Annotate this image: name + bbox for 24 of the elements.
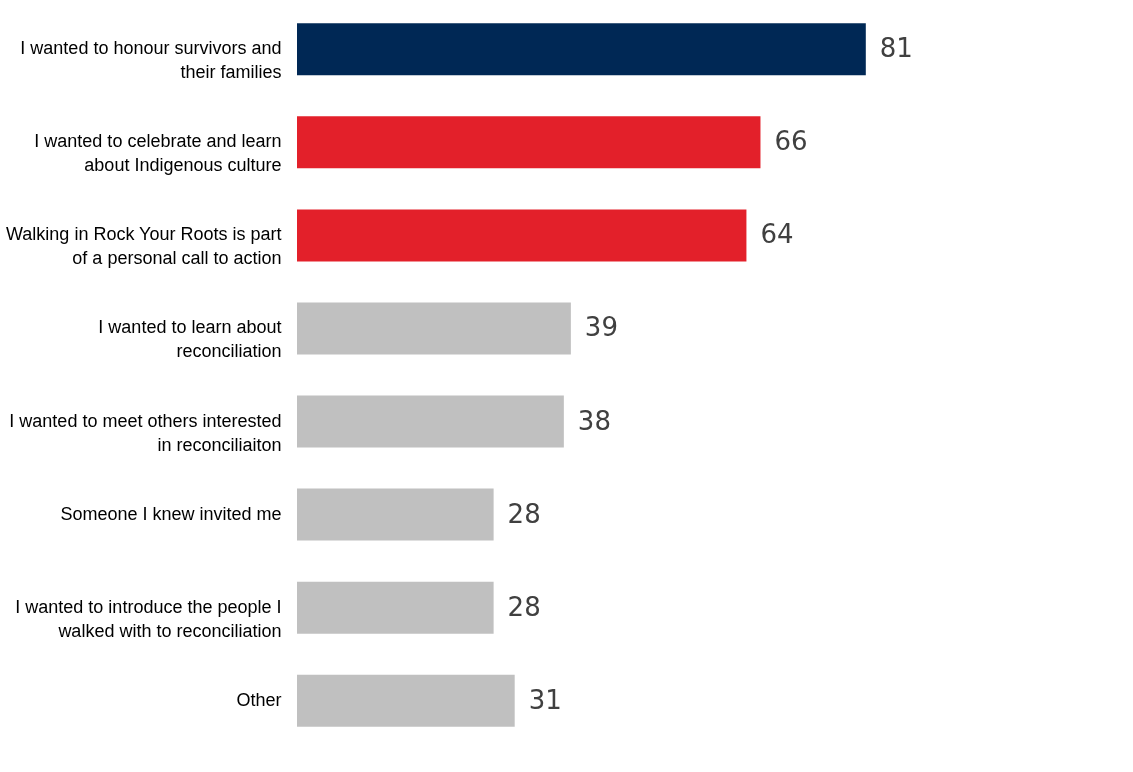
data-label: 64 <box>760 219 794 250</box>
y-tick-label: Someone I knew invited me <box>60 503 282 524</box>
bar <box>297 674 515 727</box>
y-tick-label: I wanted to introduce the people I walked with to reconciliation <box>15 596 282 641</box>
bar <box>297 209 747 262</box>
bar <box>297 302 571 355</box>
data-label: 38 <box>577 405 611 436</box>
data-label: 28 <box>507 498 541 529</box>
bar <box>297 23 866 76</box>
y-tick-label: Other <box>236 689 282 710</box>
y-tick-label: I wanted to learn about reconciliation <box>98 317 282 362</box>
bar <box>297 488 494 541</box>
y-tick-label: I wanted to celebrate and learn about Indigenous culture <box>34 131 282 176</box>
y-tick-label: I wanted to honour survivors and their families <box>20 38 282 83</box>
data-label: 28 <box>507 591 541 622</box>
y-tick-label: I wanted to meet others interested in reconciliaiton <box>9 410 282 455</box>
data-label: 66 <box>774 126 808 157</box>
bar <box>297 581 494 634</box>
data-label: 39 <box>584 312 618 343</box>
y-tick-label: Walking in Rock Your Roots is part of a personal call to action <box>6 224 282 269</box>
data-label: 31 <box>528 684 562 715</box>
data-label: 81 <box>879 33 913 64</box>
bar <box>297 116 761 169</box>
bar <box>297 395 564 448</box>
